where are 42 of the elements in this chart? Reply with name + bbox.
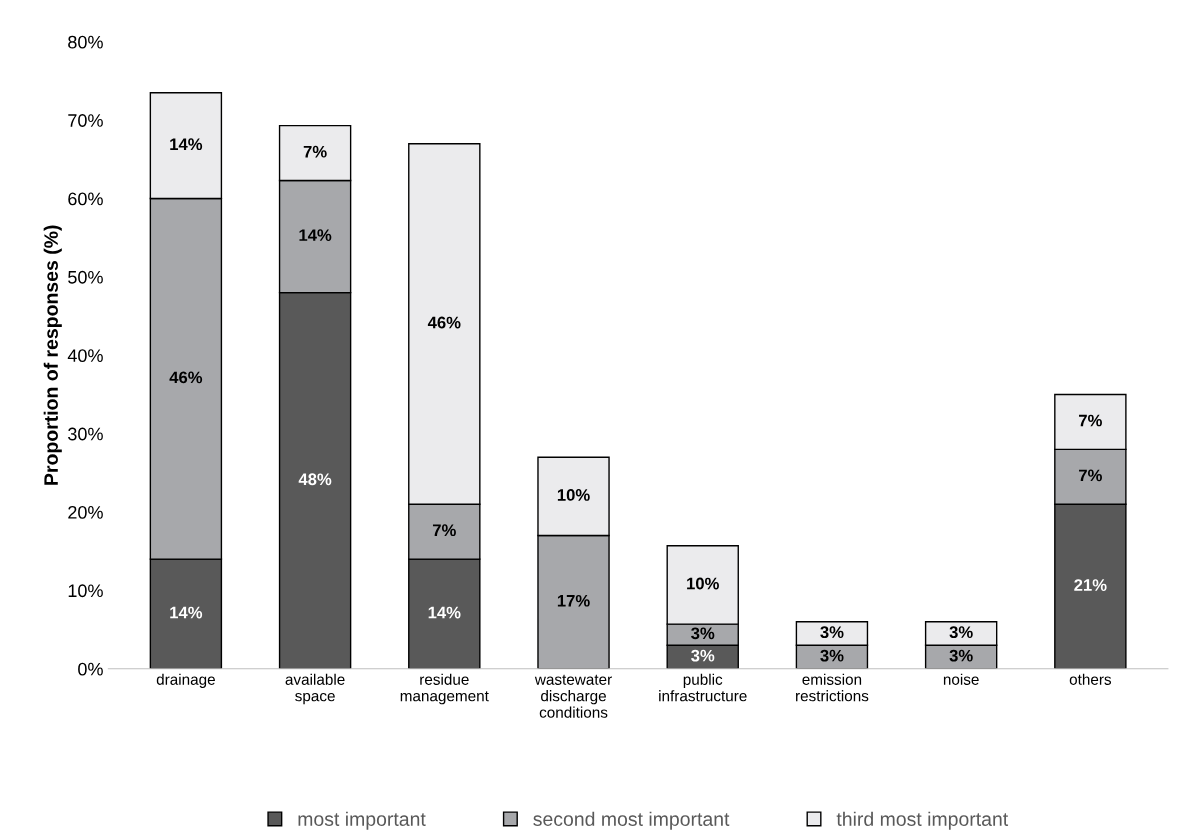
data-label: 3%	[949, 649, 973, 662]
data-label: 14%	[170, 606, 203, 619]
data-label: 10%	[557, 489, 590, 501]
x-tick-label: wastewater discharge conditions	[534, 674, 612, 718]
y-tick-label: 0%	[78, 662, 103, 676]
y-axis-title: Proportion of responses (%)	[43, 225, 62, 485]
x-tick-label: available space	[285, 673, 345, 705]
data-label: 21%	[1074, 579, 1107, 591]
data-label: 48%	[298, 473, 332, 486]
data-label: 7%	[1079, 469, 1102, 482]
data-label: 10%	[687, 577, 719, 590]
y-tick-label: 60%	[68, 192, 103, 206]
y-tick-label: 10%	[68, 584, 103, 598]
data-label: 7%	[303, 145, 327, 158]
legend-label: second most important	[533, 811, 730, 830]
y-tick-label: 70%	[68, 114, 103, 127]
data-label: 14%	[299, 229, 332, 241]
data-label: 46%	[427, 316, 461, 329]
y-tick-label: 30%	[68, 427, 103, 441]
data-label: 3%	[691, 627, 715, 640]
data-label: 17%	[557, 594, 590, 607]
x-tick-label: public infrastructure	[659, 673, 747, 702]
data-label: 46%	[169, 371, 203, 384]
x-tick-label: noise	[943, 673, 979, 685]
data-label: 3%	[691, 649, 715, 662]
data-label: 3%	[949, 626, 973, 639]
x-tick-label: residue management	[400, 673, 489, 705]
legend-label: most important	[298, 811, 426, 830]
data-label: 3%	[820, 649, 844, 662]
y-tick-label: 50%	[68, 270, 103, 284]
x-tick-label: emission restrictions	[796, 673, 869, 702]
y-tick-label: 40%	[67, 349, 103, 363]
data-label: 7%	[432, 524, 456, 537]
data-label: 14%	[428, 606, 461, 619]
x-tick-label: drainage	[156, 673, 215, 688]
y-tick-label: 20%	[68, 505, 103, 519]
data-label: 14%	[170, 138, 203, 151]
legend-label: third most important	[836, 811, 1009, 830]
x-tick-label: others	[1069, 673, 1112, 685]
y-tick-label: 80%	[68, 35, 103, 49]
data-label: 7%	[1079, 414, 1102, 427]
data-label: 3%	[820, 626, 844, 639]
